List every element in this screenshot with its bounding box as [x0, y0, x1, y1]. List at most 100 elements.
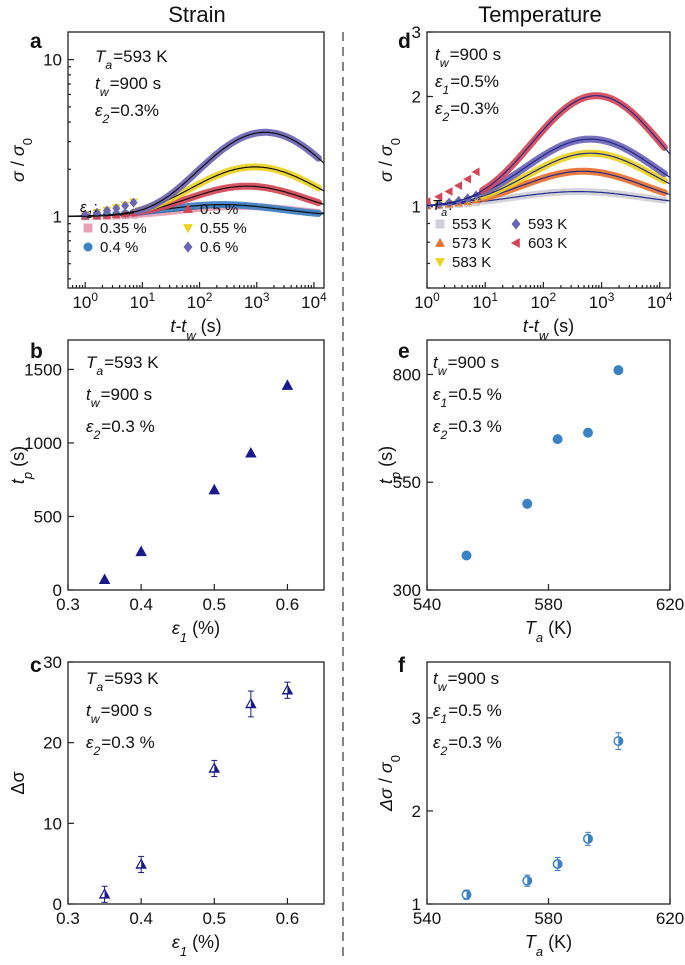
data-point: [454, 181, 463, 191]
x-tick-label: 540: [413, 909, 441, 928]
y-tick-label: 1: [412, 198, 421, 217]
x-axis-label-unit: (s): [548, 316, 574, 336]
legend-entry-0-5-: 0.5 %: [183, 201, 238, 218]
x-tick-exponent: 4: [320, 290, 327, 304]
data-point: [112, 203, 121, 214]
x-axis-label-symbol: ε: [172, 618, 181, 638]
series-603-K: [427, 92, 670, 207]
data-point-half: [554, 860, 558, 868]
annotation-2: ε2=0.3 %: [86, 417, 155, 442]
data-point: [102, 205, 111, 216]
x-tick-base: 10: [187, 293, 206, 312]
y-tick-label: 1500: [24, 360, 62, 379]
panel-letter: a: [30, 30, 42, 53]
data-point-half: [283, 686, 288, 694]
data-point: [471, 167, 480, 177]
data-point: [582, 427, 593, 438]
x-tick-label: 620: [656, 595, 684, 614]
x-tick-exponent: 1: [491, 290, 498, 304]
x-axis-label: ε1 (%): [172, 618, 220, 645]
text-main: T: [432, 197, 443, 214]
y-axis-label: Δσ: [8, 771, 28, 794]
x-tick-exponent: 0: [91, 290, 98, 304]
x-axis-label-subscript: w: [539, 328, 550, 343]
data-point: [121, 200, 130, 211]
plot-area: [68, 128, 324, 221]
text-main: ε: [433, 385, 441, 404]
x-tick-label: 104: [647, 290, 673, 312]
x-axis-label-subscript: 1: [180, 944, 187, 959]
data-point: [552, 434, 563, 445]
legend-label: 0.6 %: [200, 239, 238, 256]
text-subscript: 1: [440, 712, 447, 726]
text-subscript: 2: [101, 112, 109, 126]
text-subscript: 1: [87, 209, 93, 221]
x-tick-base: 10: [472, 293, 491, 312]
y-axis-label-denominator: σ: [376, 761, 396, 773]
x-tick-exponent: 3: [608, 290, 615, 304]
legend-entry-0-4-: 0.4 %: [83, 239, 138, 256]
x-axis-label-symbol: T: [525, 932, 538, 952]
text-rest: =0.3 %: [101, 417, 154, 436]
annotation-2: ε2=0.3 %: [433, 417, 502, 442]
series-fit-line: [427, 95, 670, 207]
text-subscript: 2: [439, 744, 447, 758]
data-point: [461, 550, 472, 561]
x-axis-label-unit: (s): [196, 316, 222, 336]
panel-letter: c: [30, 654, 42, 677]
legend-entry-583-K: 583 K: [435, 254, 491, 271]
x-axis-label-symbol: t-t: [523, 316, 540, 336]
legend-marker: [435, 258, 445, 268]
text-rest: :: [94, 199, 98, 216]
y-axis-label-subscript: 0: [20, 138, 35, 145]
text-main: t: [95, 74, 101, 93]
x-tick-label: 100: [72, 290, 98, 312]
legend-marker: [183, 203, 193, 213]
x-axis-label-symbol: t-t: [170, 316, 187, 336]
x-tick-base: 10: [244, 293, 263, 312]
plot-frame: [67, 339, 325, 591]
y-axis-label-unit: (s): [376, 446, 396, 472]
x-tick-base: 10: [130, 293, 149, 312]
legend-marker: [83, 223, 93, 233]
x-tick-exponent: 1: [149, 290, 156, 304]
legend-entry-553-K: 553 K: [435, 216, 491, 233]
x-tick-base: 10: [72, 293, 91, 312]
x-axis-label: Ta (K): [525, 618, 572, 645]
x-tick-label: 103: [589, 290, 615, 312]
y-axis-label-symbol: t: [376, 478, 396, 484]
x-tick-exponent: 3: [263, 290, 270, 304]
y-axis-label-slash: /: [8, 156, 28, 171]
x-tick-base: 10: [589, 293, 608, 312]
y-tick-label: 0: [53, 895, 62, 914]
x-axis-label-subscript: a: [536, 944, 543, 959]
text-main: ε: [433, 417, 441, 436]
series-0-6-: [68, 128, 324, 220]
legend-marker: [435, 237, 445, 247]
y-tick-label: 1000: [24, 434, 62, 453]
data-point: [444, 187, 453, 196]
x-axis-label-subscript: w: [186, 328, 197, 343]
y-axis-label-slash: /: [376, 773, 396, 788]
x-tick-label: 620: [656, 909, 684, 928]
data-points: [461, 365, 624, 561]
panel-letter: b: [30, 340, 43, 363]
text-subscript: 1: [442, 83, 449, 97]
data-point-half: [462, 891, 467, 899]
x-tick-label: 0.6: [276, 909, 300, 928]
legend-label: 583 K: [452, 254, 491, 271]
x-tick-label: 0.6: [276, 595, 300, 614]
x-tick-base: 10: [647, 293, 666, 312]
text-subscript: 2: [439, 428, 447, 442]
text-rest: =0.3 %: [448, 733, 501, 752]
x-axis-label: Ta (K): [525, 932, 572, 959]
x-tick-label: 101: [130, 290, 156, 312]
annotation-2: ε2=0.3 %: [433, 733, 502, 758]
text-main: ε: [435, 99, 443, 118]
x-tick-label: 104: [301, 290, 327, 312]
plot-frame: [426, 661, 671, 905]
y-tick-label: 0: [53, 581, 62, 600]
x-axis-label: t-tw (s): [523, 316, 574, 343]
annotation-0: Ta=593 K: [86, 353, 159, 378]
